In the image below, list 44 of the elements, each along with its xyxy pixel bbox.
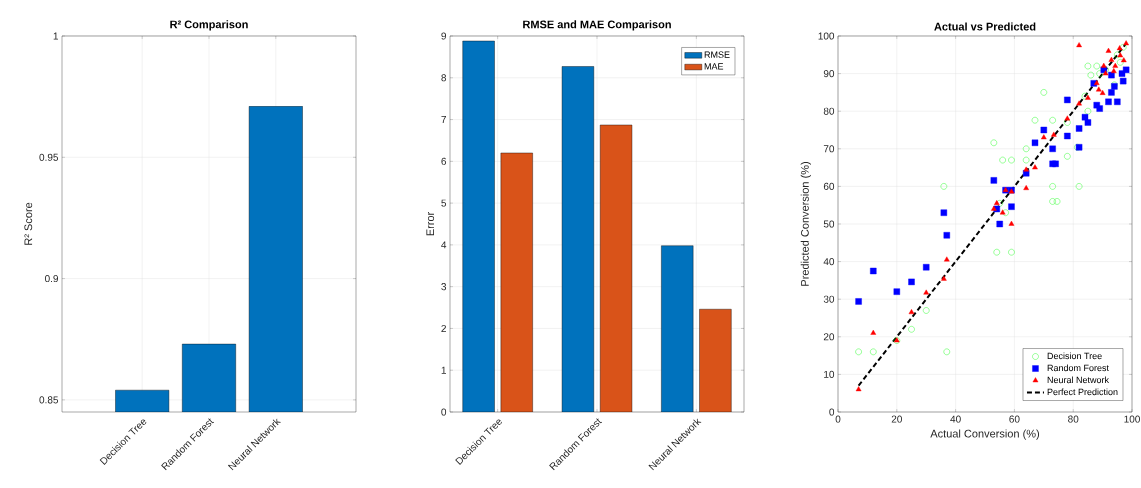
x-tick-label: 100: [1124, 415, 1140, 423]
y-tick-label: 60: [823, 182, 835, 190]
y-tick-label: 6: [441, 157, 447, 165]
x-tick-label: 0: [835, 415, 841, 423]
y-tick-label: 5: [441, 199, 447, 207]
chart-title: Actual vs Predicted: [934, 22, 1036, 31]
y-axis-title: Predicted Conversion (%): [800, 162, 811, 286]
y-tick-label: 1: [53, 32, 58, 40]
legend-label: Perfect Prediction: [1047, 388, 1118, 396]
y-tick-label: 50: [823, 220, 835, 228]
y-tick-label: 80: [823, 107, 835, 115]
x-axis-title: Actual Conversion (%): [930, 429, 1040, 440]
y-tick-label: 9: [441, 32, 447, 40]
y-tick-label: 90: [823, 70, 835, 78]
legend-label: Decision Tree: [1047, 352, 1102, 360]
y-tick-label: 8: [441, 74, 447, 82]
y-tick-label: 0.9: [44, 275, 59, 283]
y-tick-label: 30: [823, 295, 835, 303]
x-tick-label: 60: [1009, 415, 1020, 423]
x-tick-label: 80: [1068, 415, 1079, 423]
y-tick-label: 70: [823, 145, 835, 153]
y-tick-label: 3: [441, 283, 447, 291]
legend-label: Random Forest: [1047, 364, 1109, 372]
chart-title: RMSE and MAE Comparison: [523, 20, 671, 31]
y-tick-label: 0.85: [39, 396, 59, 404]
y-tick-label: 1: [441, 366, 446, 374]
legend-label: Neural Network: [1047, 376, 1109, 384]
y-axis-title: Error: [426, 211, 435, 236]
y-tick-label: 20: [823, 333, 835, 341]
y-tick-label: 100: [818, 32, 835, 40]
y-tick-label: 4: [441, 241, 447, 249]
legend-label: RMSE: [704, 51, 730, 58]
legend-label: MAE: [704, 63, 724, 70]
y-tick-label: 0.95: [39, 153, 59, 161]
x-tick-label: 40: [950, 415, 961, 423]
y-tick-label: 0: [829, 408, 835, 416]
y-tick-label: 2: [441, 324, 446, 332]
chart-title: R² Comparison: [170, 20, 248, 31]
y-axis-title: R² Score: [24, 202, 33, 245]
y-tick-label: 7: [441, 116, 446, 123]
x-tick-label: 20: [891, 415, 902, 423]
y-tick-label: 0: [441, 408, 447, 416]
y-tick-label: 10: [824, 370, 835, 378]
y-tick-label: 40: [823, 258, 835, 266]
